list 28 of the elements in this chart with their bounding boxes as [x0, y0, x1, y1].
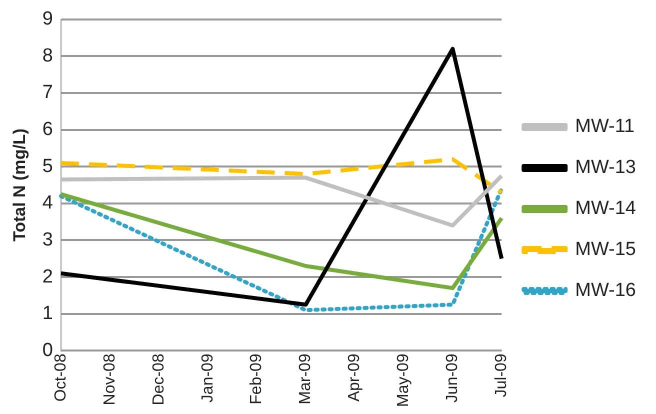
y-tick-label: 6 — [42, 119, 53, 140]
y-tick-label: 1 — [42, 303, 53, 324]
y-tick-label: 0 — [42, 340, 53, 361]
legend-label: MW-16 — [575, 280, 636, 302]
x-tick-label: Dec-08 — [150, 354, 168, 406]
legend-label: MW-15 — [575, 239, 636, 260]
x-tick-label: May-09 — [395, 354, 412, 408]
line-series — [58, 157, 504, 194]
legend-label: MW-11 — [575, 116, 635, 138]
y-tick-label: 4 — [42, 192, 54, 214]
y-tick-label: 5 — [42, 156, 53, 177]
y-tick-label: 9 — [42, 8, 53, 30]
x-tick-label: Jul-09 — [493, 354, 510, 398]
x-tick-label: Oct-08 — [52, 354, 70, 402]
x-tick-label: Jan-09 — [199, 354, 216, 403]
legend-label: MW-13 — [575, 157, 636, 178]
x-tick-label: Jun-09 — [444, 354, 462, 403]
legend-label: MW-14 — [575, 198, 636, 220]
y-tick-label: 2 — [42, 266, 53, 288]
x-tick-label: Nov-08 — [101, 354, 118, 406]
x-tick-label: Feb-09 — [248, 354, 266, 404]
x-tick-label: Mar-09 — [297, 354, 314, 404]
x-tick-label: Apr-09 — [346, 354, 364, 402]
y-tick-label: 8 — [42, 45, 53, 66]
line-series — [58, 186, 504, 312]
y-tick-label: 7 — [42, 82, 53, 104]
y-tick-label: 3 — [42, 229, 53, 250]
y-axis-title: Total N (mg/L) — [10, 128, 29, 242]
